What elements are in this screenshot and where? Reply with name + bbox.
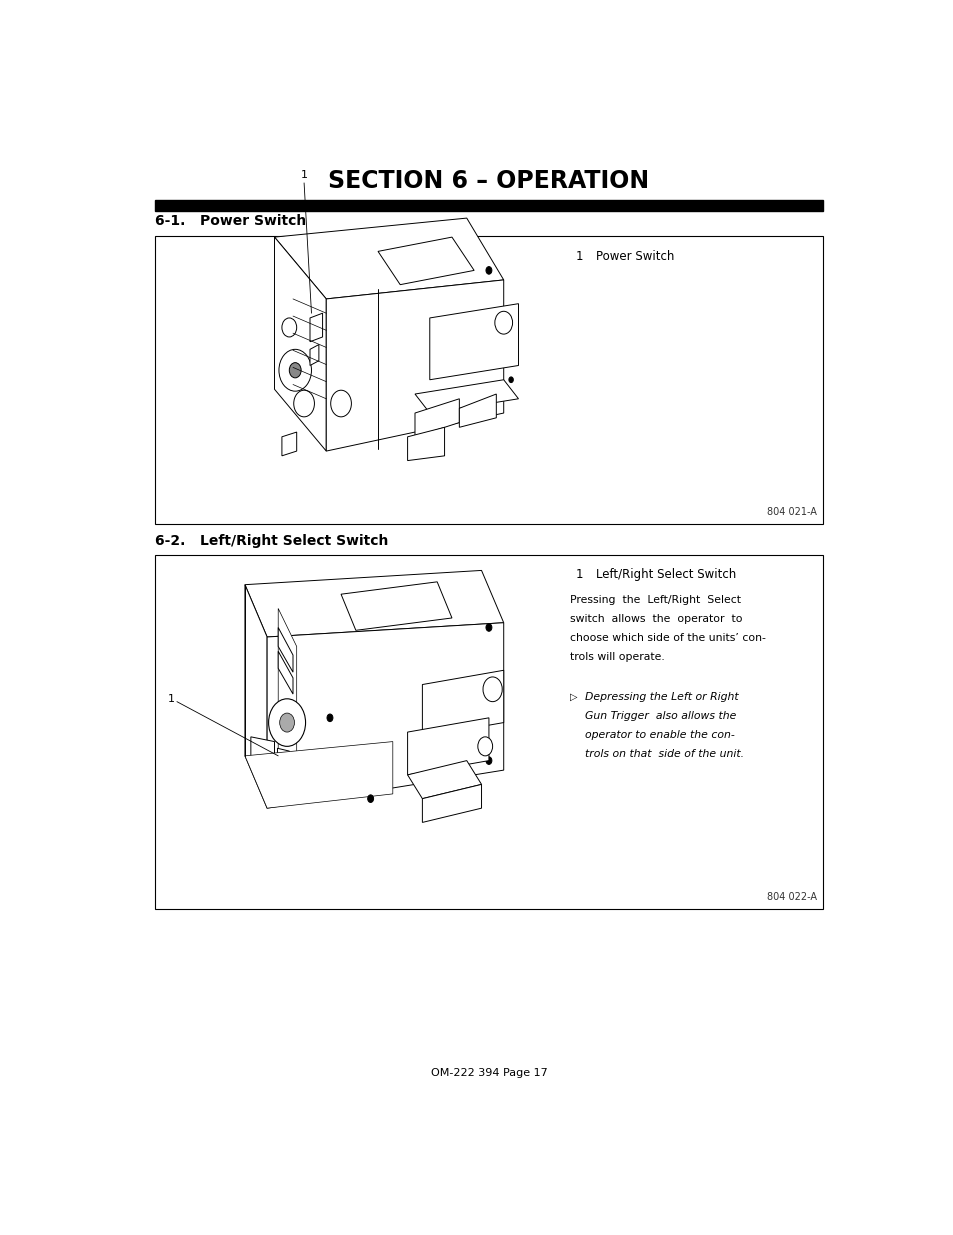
Polygon shape — [377, 237, 474, 284]
Text: trols will operate.: trols will operate. — [570, 652, 664, 662]
Polygon shape — [278, 609, 296, 799]
Polygon shape — [277, 773, 291, 789]
Polygon shape — [310, 345, 318, 366]
Text: Gun Trigger  also allows the: Gun Trigger also allows the — [584, 711, 736, 721]
Text: 804 021-A: 804 021-A — [766, 508, 817, 517]
Polygon shape — [326, 280, 503, 451]
Text: 804 022-A: 804 022-A — [766, 893, 817, 903]
Text: 1: 1 — [168, 694, 174, 704]
Text: 1: 1 — [576, 568, 583, 580]
Polygon shape — [407, 427, 444, 461]
Polygon shape — [407, 718, 488, 774]
Circle shape — [485, 757, 492, 764]
Polygon shape — [245, 571, 503, 637]
Polygon shape — [422, 784, 481, 823]
Text: 6-2.   Left/Right Select Switch: 6-2. Left/Right Select Switch — [154, 534, 388, 548]
Circle shape — [495, 311, 512, 335]
Text: 1: 1 — [300, 170, 307, 180]
Polygon shape — [251, 737, 274, 771]
Text: 1: 1 — [576, 249, 583, 263]
Circle shape — [294, 390, 314, 417]
Circle shape — [281, 317, 296, 337]
Polygon shape — [415, 399, 459, 437]
Text: ▷: ▷ — [570, 692, 578, 703]
Polygon shape — [310, 314, 322, 342]
Polygon shape — [415, 379, 518, 412]
Circle shape — [289, 363, 301, 378]
Polygon shape — [245, 584, 267, 808]
Polygon shape — [341, 582, 452, 630]
Bar — [154, 556, 822, 909]
Circle shape — [477, 737, 492, 756]
Text: Power Switch: Power Switch — [596, 249, 674, 263]
Bar — [154, 200, 822, 211]
Circle shape — [331, 390, 351, 417]
Text: SECTION 6 – OPERATION: SECTION 6 – OPERATION — [328, 169, 649, 194]
Bar — [154, 236, 822, 524]
Text: switch  allows  the  operator  to: switch allows the operator to — [570, 614, 742, 624]
Text: Left/Right Select Switch: Left/Right Select Switch — [596, 568, 736, 580]
Polygon shape — [422, 671, 503, 737]
Circle shape — [482, 677, 501, 701]
Polygon shape — [245, 741, 393, 808]
Circle shape — [278, 350, 311, 391]
Circle shape — [269, 699, 305, 746]
Text: 6-1.   Power Switch: 6-1. Power Switch — [154, 215, 306, 228]
Text: Depressing the Left or Right: Depressing the Left or Right — [584, 692, 738, 703]
Polygon shape — [278, 627, 293, 672]
Circle shape — [508, 377, 513, 383]
Polygon shape — [407, 761, 481, 799]
Circle shape — [485, 267, 492, 274]
Polygon shape — [277, 748, 289, 763]
Polygon shape — [429, 304, 518, 379]
Text: operator to enable the con-: operator to enable the con- — [584, 730, 734, 740]
Circle shape — [279, 713, 294, 732]
Text: trols on that  side of the unit.: trols on that side of the unit. — [584, 750, 743, 760]
Text: OM-222 394 Page 17: OM-222 394 Page 17 — [430, 1067, 547, 1077]
Polygon shape — [274, 219, 503, 299]
Polygon shape — [278, 651, 293, 694]
Polygon shape — [267, 622, 503, 808]
Circle shape — [367, 795, 374, 803]
Circle shape — [327, 714, 333, 721]
Polygon shape — [274, 237, 326, 451]
Circle shape — [485, 400, 492, 408]
Text: Pressing  the  Left/Right  Select: Pressing the Left/Right Select — [570, 595, 740, 605]
Text: choose which side of the units’ con-: choose which side of the units’ con- — [570, 634, 765, 643]
Circle shape — [485, 624, 492, 631]
Polygon shape — [459, 394, 496, 427]
Polygon shape — [282, 432, 296, 456]
